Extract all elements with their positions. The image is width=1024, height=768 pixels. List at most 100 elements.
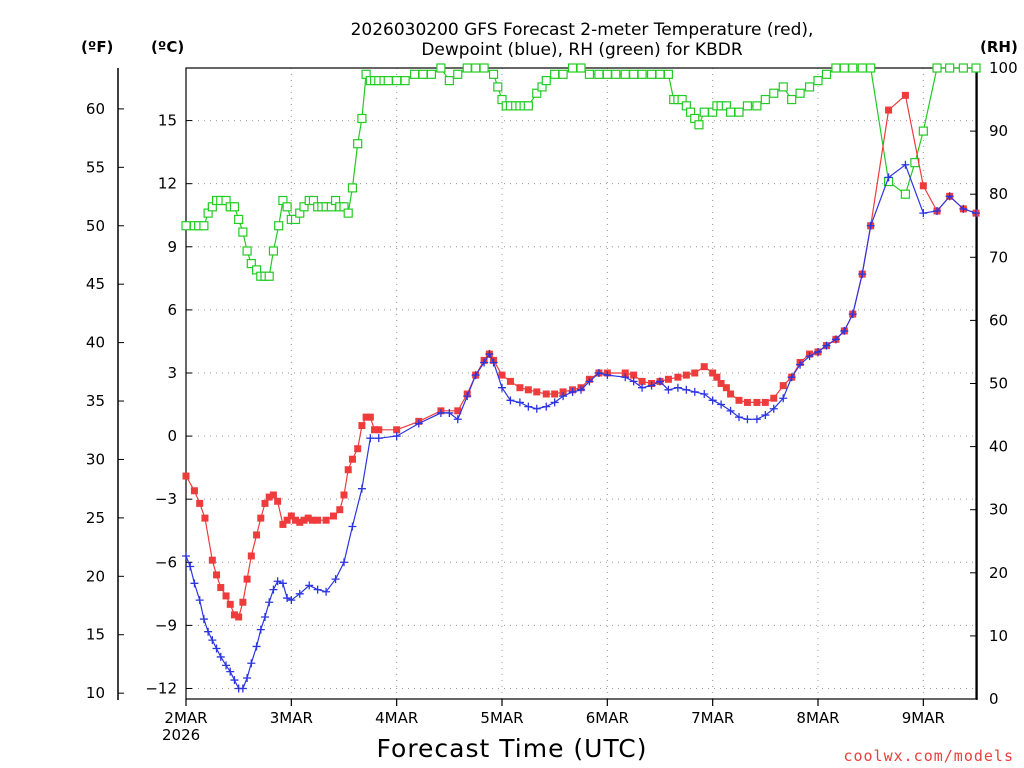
- x-tick-label: 3MAR: [270, 709, 313, 727]
- c-tick-label: 15: [158, 112, 177, 130]
- fahrenheit-unit-label: (ºF): [81, 38, 113, 56]
- rh-point: [821, 69, 832, 79]
- rh-point: [238, 227, 248, 237]
- rh-point: [550, 69, 560, 79]
- dewpoint-point: [972, 209, 980, 218]
- rh-point: [932, 63, 942, 73]
- rh-point: [493, 82, 503, 92]
- dewpoint-point: [858, 270, 867, 279]
- rh-point: [804, 82, 815, 92]
- rh-point: [343, 208, 353, 218]
- dewpoint-point: [901, 160, 910, 169]
- dewpoint-point: [199, 615, 208, 624]
- dewpoint-point: [287, 596, 296, 605]
- dewpoint-point: [392, 432, 401, 441]
- rh-tick-label: 70: [989, 248, 1008, 266]
- dewpoint-point: [959, 204, 968, 213]
- rh-point: [663, 69, 674, 79]
- x-tick-label: 8MAR: [796, 709, 839, 727]
- rh-point: [725, 107, 736, 117]
- x-tick-label: 5MAR: [480, 709, 523, 727]
- rh-point: [383, 76, 393, 86]
- dewpoint-point: [638, 383, 647, 392]
- temperature-point: [621, 369, 629, 377]
- dewpoint-point: [453, 415, 462, 424]
- c-tick-label: −9: [155, 616, 177, 634]
- plot-area-frame: [185, 67, 977, 700]
- rh-point: [620, 69, 630, 79]
- temperature-point: [700, 363, 708, 371]
- temperature-point: [283, 516, 291, 524]
- temperature-point: [243, 575, 251, 583]
- temperature-point: [630, 371, 638, 379]
- rh-point: [734, 107, 744, 117]
- temperature-point: [919, 182, 927, 190]
- dewpoint-point: [182, 551, 190, 560]
- dewpoint-point: [305, 581, 314, 590]
- temperature-point: [226, 600, 234, 608]
- temperature-point: [722, 384, 730, 392]
- celsius-unit-label: (ºC): [151, 38, 184, 56]
- temperature-point: [691, 369, 699, 377]
- rh-point: [584, 69, 595, 79]
- rh-tick-label: 90: [989, 122, 1008, 140]
- temperature-point: [322, 516, 330, 524]
- rh-point: [918, 126, 928, 136]
- temperature-point: [304, 514, 312, 522]
- dewpoint-point: [603, 371, 612, 380]
- temperature-point: [222, 592, 230, 600]
- axes: −12 −9 −6 −3 0 3 6 9 12 15 2MAR 3MAR 4MAR 5MAR 6MAR 7MA…: [86, 59, 1018, 727]
- rh-point: [594, 69, 604, 79]
- temperature-point: [779, 382, 787, 390]
- temperature-point: [713, 373, 721, 381]
- temperature-point: [292, 516, 300, 524]
- temperature-point: [235, 613, 243, 621]
- temperature-point: [727, 390, 735, 398]
- dewpoint-point: [331, 575, 340, 584]
- temperature-point: [217, 584, 225, 592]
- rh-point: [264, 271, 274, 281]
- c-tick-label: −6: [155, 553, 177, 571]
- dewpoint-point: [436, 408, 445, 417]
- dewpoint-point: [222, 661, 231, 670]
- rh-point: [769, 88, 779, 98]
- rh-point: [453, 69, 463, 79]
- temperature-point: [498, 371, 506, 379]
- dewpoint-point: [708, 396, 717, 405]
- dewpoint-point: [463, 392, 472, 401]
- credit-text: coolwx.com/models: [843, 747, 1014, 765]
- dewpoint-point: [647, 381, 656, 390]
- c-tick-label: 3: [167, 364, 177, 382]
- series: [181, 63, 981, 693]
- dewpoint-point: [269, 585, 278, 594]
- temperature-point: [717, 380, 725, 387]
- rh-point: [246, 259, 256, 269]
- temperature-point: [296, 518, 304, 526]
- dewpoint-point: [278, 579, 287, 588]
- rh-point: [541, 76, 551, 86]
- temperature-point: [393, 426, 401, 434]
- rh-point: [958, 63, 968, 73]
- temperature-point: [274, 497, 282, 505]
- temperature-point: [190, 487, 198, 495]
- temperature-point: [287, 512, 295, 520]
- rh-tick-label: 40: [989, 438, 1008, 456]
- dewpoint-point: [682, 385, 691, 394]
- temperature-point: [348, 455, 356, 463]
- rh-point: [242, 246, 252, 256]
- rh-point: [831, 63, 841, 73]
- rh-unit-label: (RH): [980, 38, 1018, 56]
- rh-series-line: [186, 67, 976, 277]
- c-tick-label: −12: [145, 679, 177, 697]
- dewpoint-point: [243, 673, 252, 682]
- dewpoint-point: [340, 558, 348, 567]
- temperature-point: [362, 413, 370, 421]
- f-tick-label: 30: [86, 450, 105, 468]
- dewpoint-point: [752, 415, 761, 424]
- temperature-point: [709, 369, 717, 377]
- dewpoint-point: [743, 415, 752, 424]
- chart-title-line1: 2026030200 GFS Forecast 2-meter Temperat…: [351, 20, 814, 40]
- rh-tick-label: 0: [989, 690, 999, 708]
- temperature-point: [770, 394, 778, 402]
